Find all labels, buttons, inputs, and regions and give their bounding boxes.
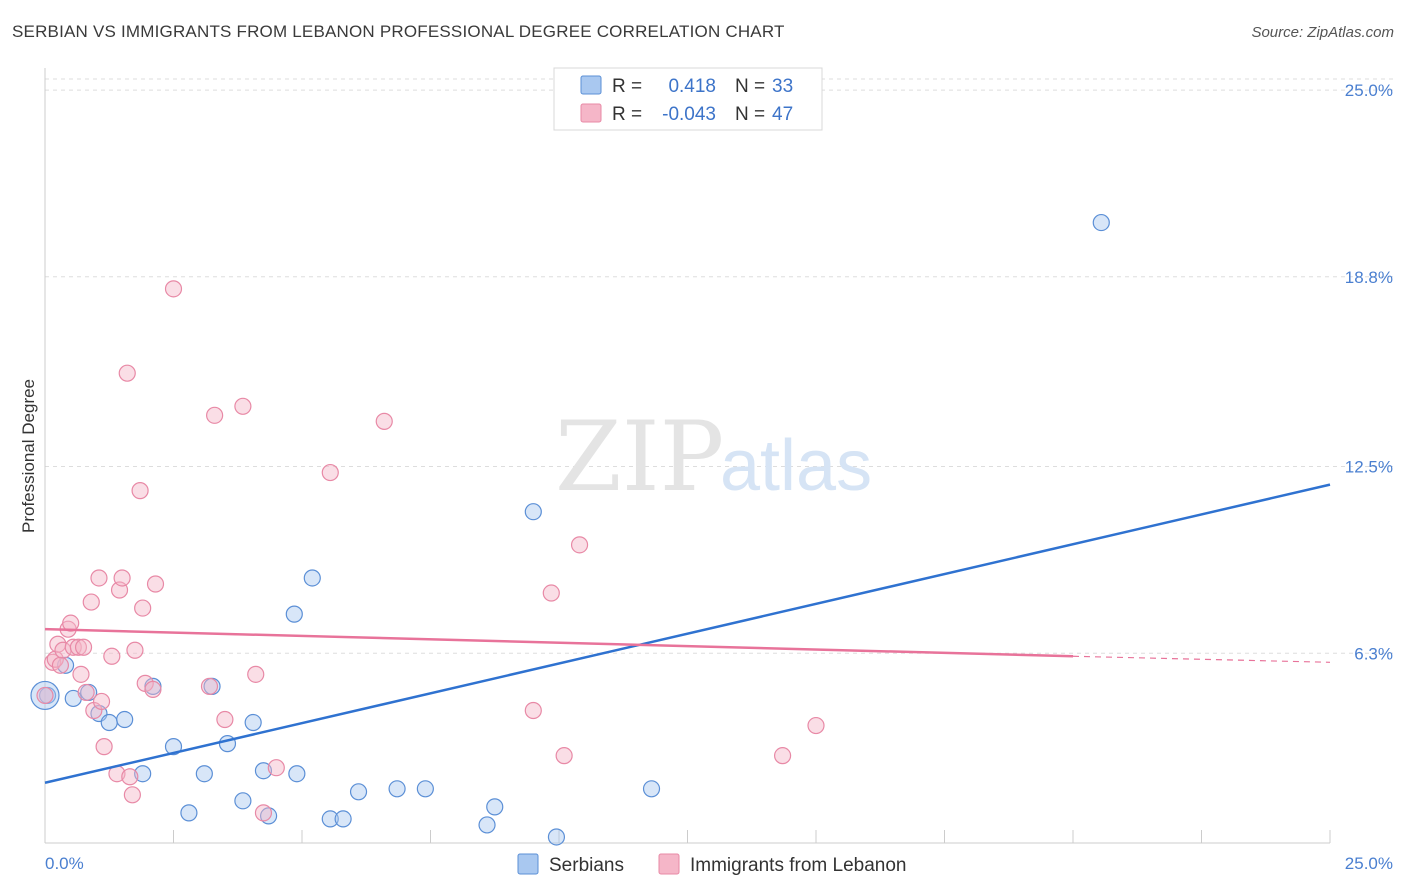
lebanon-point bbox=[90, 569, 108, 587]
serbians-point bbox=[100, 713, 118, 732]
lebanon-point bbox=[375, 412, 393, 430]
legend-n-value-1: 33 bbox=[772, 76, 793, 97]
serbians-point bbox=[642, 780, 661, 798]
legend-r-value-1: 0.418 bbox=[668, 76, 716, 97]
serbians-point bbox=[116, 710, 134, 729]
y-tick-label: 18.8% bbox=[1345, 268, 1393, 287]
lebanon-point bbox=[254, 804, 273, 822]
legend-swatch-serbians bbox=[580, 75, 602, 95]
correlation-legend: R = 0.418 N = 33 R = -0.043 N = 47 bbox=[553, 67, 823, 131]
y-axis-label: Professional Degree bbox=[19, 379, 38, 533]
serbians-point bbox=[234, 792, 252, 810]
serbians-point bbox=[288, 765, 306, 783]
lebanon-point bbox=[206, 406, 224, 424]
axes bbox=[44, 68, 1331, 844]
serbians-point bbox=[195, 765, 213, 783]
lebanon-point bbox=[103, 647, 121, 665]
series-legend-swatch-serbians bbox=[517, 853, 539, 875]
x-tick-label: 0.0% bbox=[45, 854, 84, 873]
lebanon-trend-extension bbox=[1072, 655, 1331, 663]
lebanon-point bbox=[36, 686, 54, 705]
serbians-point bbox=[285, 605, 303, 623]
lebanon-point bbox=[234, 397, 252, 415]
legend-r-value-2: -0.043 bbox=[662, 104, 716, 125]
serbians-point bbox=[524, 503, 542, 521]
lebanon-point bbox=[321, 463, 339, 482]
lebanon-point bbox=[72, 665, 90, 683]
watermark-atlas: atlas bbox=[720, 426, 872, 506]
grid bbox=[45, 78, 1395, 654]
chart-source: Source: ZipAtlas.com bbox=[1251, 24, 1394, 41]
legend-swatch-lebanon bbox=[580, 103, 602, 123]
serbians-point bbox=[547, 828, 566, 846]
legend-n-value-2: 47 bbox=[772, 104, 793, 125]
lebanon-point bbox=[131, 482, 149, 500]
lebanon-point bbox=[144, 680, 162, 699]
y-tick-label: 25.0% bbox=[1345, 81, 1393, 100]
serbians-point bbox=[254, 762, 273, 780]
lebanon-point bbox=[123, 786, 141, 804]
serbians-point bbox=[259, 807, 278, 825]
y-tick-label: 6.3% bbox=[1354, 644, 1393, 663]
chart-title: SERBIAN VS IMMIGRANTS FROM LEBANON PROFE… bbox=[12, 22, 785, 41]
lebanon-point bbox=[92, 692, 111, 711]
serbians-point bbox=[244, 713, 262, 732]
serbians-point bbox=[30, 680, 60, 711]
lebanon-point bbox=[82, 593, 100, 611]
serbians-point bbox=[334, 810, 352, 828]
lebanon-point bbox=[74, 638, 93, 656]
lebanon-point bbox=[555, 747, 573, 765]
lebanon-point bbox=[570, 536, 589, 554]
lebanon-point bbox=[773, 747, 792, 765]
series-legend-label-lebanon: Immigrants from Lebanon bbox=[690, 855, 907, 876]
lebanon-point bbox=[164, 280, 183, 298]
lebanon-point bbox=[542, 584, 560, 602]
legend-n-label-1: N = bbox=[735, 76, 765, 97]
lebanon-point bbox=[146, 575, 165, 593]
lebanon-point bbox=[95, 738, 113, 756]
serbians-point bbox=[478, 816, 496, 834]
legend-n-label-2: N = bbox=[735, 104, 765, 125]
serbians-point bbox=[349, 783, 368, 801]
lebanon-point bbox=[807, 716, 825, 735]
lebanon-point bbox=[267, 759, 285, 777]
lebanon-point bbox=[62, 614, 80, 632]
lebanon-point bbox=[51, 656, 70, 674]
serbians-point bbox=[388, 780, 406, 798]
legend-r-label-2: R = bbox=[612, 104, 642, 125]
x-tick-label: 25.0% bbox=[1345, 854, 1393, 873]
serbians-point bbox=[321, 810, 339, 828]
serbians-point bbox=[303, 569, 321, 587]
lebanon-trend-line bbox=[44, 627, 1074, 658]
lebanon-point bbox=[118, 364, 136, 382]
lebanon-point bbox=[77, 683, 95, 702]
series-legend-label-serbians: Serbians bbox=[549, 855, 624, 876]
serbians-point bbox=[134, 765, 152, 783]
serbians-point bbox=[1092, 213, 1110, 232]
series-legend-swatch-lebanon bbox=[658, 853, 680, 875]
serbians-point bbox=[164, 738, 183, 756]
points bbox=[30, 213, 1110, 846]
lebanon-point bbox=[247, 665, 265, 683]
lebanon-point bbox=[121, 768, 139, 786]
watermark-zip: ZIP bbox=[555, 401, 724, 513]
series-legend: Serbians Immigrants from Lebanon bbox=[517, 853, 907, 876]
lebanon-point bbox=[216, 710, 234, 729]
serbians-point bbox=[416, 780, 434, 798]
serbians-trend-line bbox=[44, 483, 1331, 784]
serbians-point bbox=[180, 804, 198, 822]
tick-labels: 6.3% 12.5% 18.8% 25.0% 0.0% 25.0% bbox=[45, 81, 1393, 873]
lebanon-point bbox=[524, 701, 542, 720]
y-tick-label: 12.5% bbox=[1345, 458, 1393, 477]
lebanon-point bbox=[69, 638, 88, 656]
lebanon-point bbox=[126, 641, 144, 659]
serbians-point bbox=[486, 798, 504, 816]
lebanon-point bbox=[200, 677, 219, 695]
lebanon-point bbox=[113, 569, 131, 587]
trend-lines bbox=[44, 483, 1331, 784]
legend-r-label-1: R = bbox=[612, 76, 642, 97]
lebanon-point bbox=[134, 599, 152, 617]
